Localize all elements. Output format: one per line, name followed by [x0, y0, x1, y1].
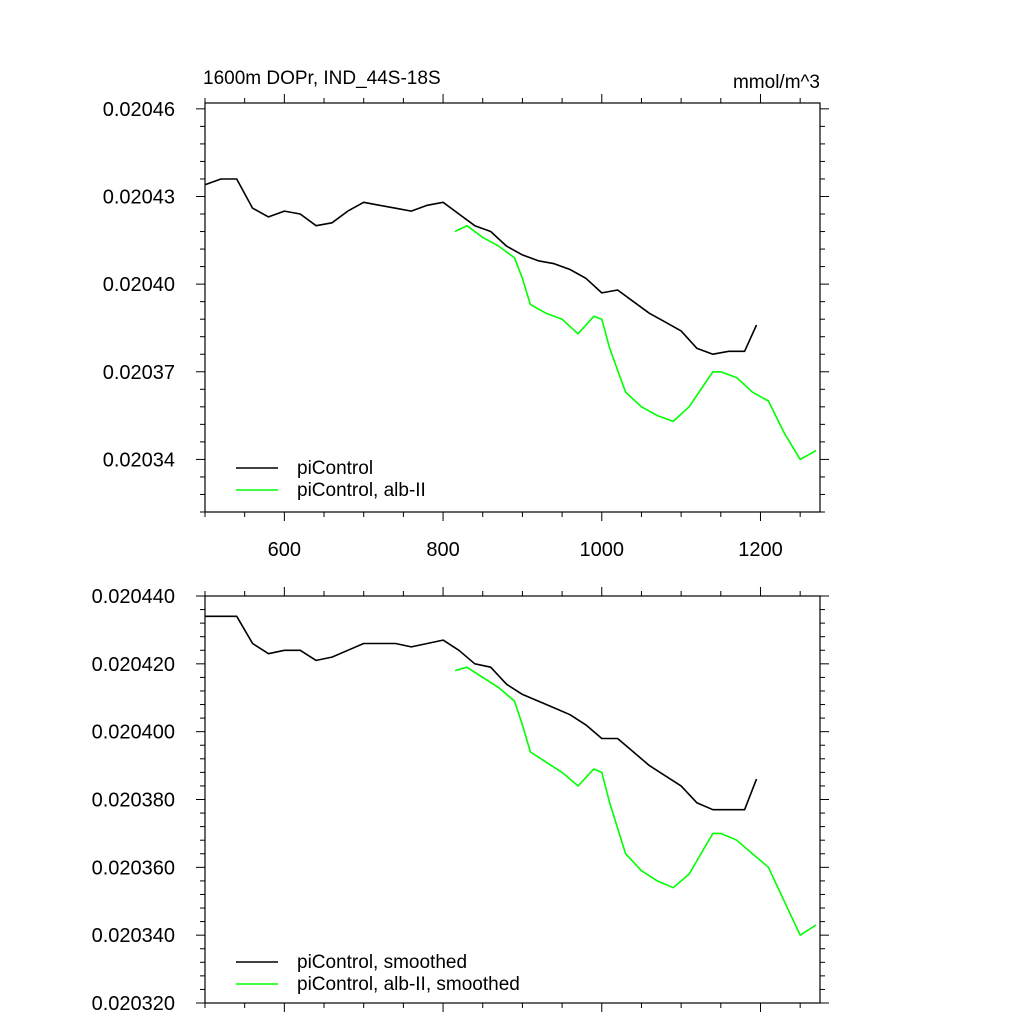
- y-tick-label: 0.02043: [103, 186, 175, 208]
- bottom-panel: 0.020440 0.020420 0.020400 0.020380 0.020360…: [92, 586, 829, 1015]
- y-tick-label: 0.020400: [92, 722, 175, 744]
- y-tick-label: 0.020420: [92, 654, 175, 676]
- y-tick-label: 0.02034: [103, 449, 175, 471]
- y-tick-label: 0.020320: [92, 993, 175, 1015]
- series-line-0: [204, 178, 758, 356]
- legend-label-0: piControl, smoothed: [297, 952, 467, 973]
- legend-label-1: piControl, alb-II: [297, 480, 426, 501]
- y-tick-label: 0.020440: [92, 586, 175, 608]
- plot-frame: [204, 102, 821, 513]
- top-panel: 600 800 1000 1200 0.02046 0.02043 0.02040 0.020…: [103, 94, 829, 561]
- series-line-1: [454, 666, 817, 937]
- legend-label-0: piControl: [297, 458, 373, 479]
- y-tick-label: 0.02046: [103, 99, 175, 121]
- y-tick-label: 0.020380: [92, 790, 175, 812]
- x-tick-label: 600: [268, 539, 301, 561]
- plot-frame: [204, 595, 821, 1004]
- x-tick-label: 800: [426, 539, 459, 561]
- plot-title: 1600m DOPr, IND_44S-18S: [203, 68, 441, 89]
- y-tick-label: 0.020340: [92, 925, 175, 947]
- x-tick-label: 1200: [738, 539, 783, 561]
- y-tick-label: 0.02037: [103, 362, 175, 384]
- series-line-0: [205, 615, 758, 811]
- series-line-1: [454, 224, 817, 461]
- x-tick-label: 1000: [580, 539, 625, 561]
- y-tick-label: 0.020360: [92, 857, 175, 879]
- y-tick-label: 0.02040: [103, 274, 175, 296]
- units-label: mmol/m^3: [733, 72, 820, 93]
- legend-label-1: piControl, alb-II, smoothed: [297, 974, 520, 995]
